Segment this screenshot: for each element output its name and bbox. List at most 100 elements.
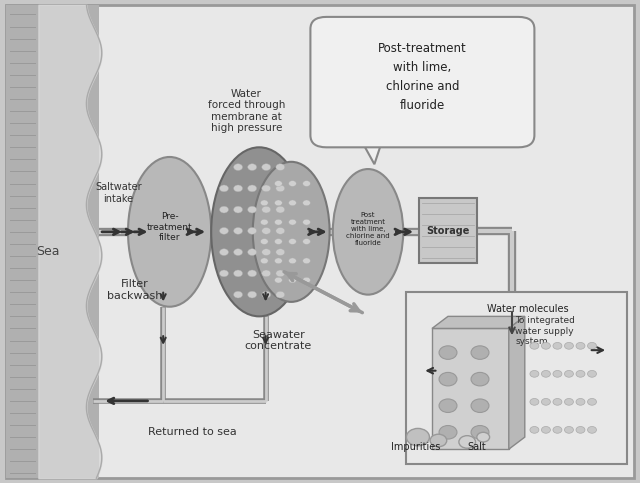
Circle shape	[576, 342, 585, 349]
Circle shape	[220, 206, 228, 213]
Circle shape	[439, 372, 457, 386]
Circle shape	[275, 219, 282, 225]
Circle shape	[275, 200, 282, 206]
Circle shape	[234, 206, 243, 213]
Circle shape	[564, 398, 573, 405]
Circle shape	[430, 434, 447, 447]
Circle shape	[262, 270, 271, 277]
Circle shape	[262, 291, 271, 298]
Circle shape	[588, 398, 596, 405]
Circle shape	[289, 219, 296, 225]
Circle shape	[220, 185, 228, 192]
Circle shape	[541, 426, 550, 433]
Text: Returned to sea: Returned to sea	[148, 427, 236, 437]
Circle shape	[262, 164, 271, 170]
Circle shape	[234, 164, 243, 170]
Circle shape	[248, 227, 257, 234]
Circle shape	[303, 181, 310, 186]
Circle shape	[439, 399, 457, 412]
Circle shape	[276, 270, 285, 277]
Circle shape	[275, 181, 282, 186]
Text: Storage: Storage	[426, 226, 470, 236]
Circle shape	[260, 200, 268, 206]
Text: Salt: Salt	[467, 441, 486, 452]
Circle shape	[220, 270, 228, 277]
Circle shape	[260, 239, 268, 244]
Circle shape	[276, 227, 285, 234]
Text: Water
forced through
membrane at
high pressure: Water forced through membrane at high pr…	[208, 89, 285, 133]
Text: Seawater
concentrate: Seawater concentrate	[244, 330, 312, 351]
Bar	[432, 328, 509, 449]
Circle shape	[471, 346, 489, 359]
Circle shape	[248, 164, 257, 170]
FancyBboxPatch shape	[310, 17, 534, 147]
Circle shape	[262, 249, 271, 256]
Circle shape	[530, 342, 539, 349]
FancyBboxPatch shape	[406, 292, 627, 464]
Circle shape	[530, 398, 539, 405]
Circle shape	[276, 249, 285, 256]
Circle shape	[303, 200, 310, 206]
Polygon shape	[358, 135, 384, 164]
Circle shape	[588, 370, 596, 377]
Circle shape	[248, 270, 257, 277]
Circle shape	[248, 185, 257, 192]
Polygon shape	[509, 316, 525, 449]
Circle shape	[220, 227, 228, 234]
Circle shape	[477, 432, 490, 442]
Circle shape	[576, 426, 585, 433]
Circle shape	[248, 291, 257, 298]
Ellipse shape	[211, 147, 307, 316]
Circle shape	[576, 398, 585, 405]
Circle shape	[471, 372, 489, 386]
Circle shape	[276, 164, 285, 170]
Circle shape	[234, 291, 243, 298]
Circle shape	[471, 426, 489, 439]
Circle shape	[289, 200, 296, 206]
Text: Water molecules: Water molecules	[487, 304, 569, 314]
Circle shape	[262, 185, 271, 192]
Circle shape	[588, 342, 596, 349]
Circle shape	[564, 342, 573, 349]
Circle shape	[289, 277, 296, 283]
Circle shape	[576, 370, 585, 377]
Circle shape	[459, 436, 476, 448]
Circle shape	[530, 426, 539, 433]
Circle shape	[530, 370, 539, 377]
Text: To integrated
water supply
system: To integrated water supply system	[515, 316, 575, 346]
Circle shape	[234, 249, 243, 256]
Circle shape	[303, 239, 310, 244]
Circle shape	[553, 398, 562, 405]
Circle shape	[276, 185, 285, 192]
Text: Filter
backwash: Filter backwash	[107, 279, 162, 300]
Text: Pre-
treatment
filter: Pre- treatment filter	[147, 212, 193, 242]
Text: Saltwater
intake: Saltwater intake	[95, 183, 141, 204]
Circle shape	[564, 426, 573, 433]
Circle shape	[275, 277, 282, 283]
Circle shape	[275, 258, 282, 264]
Circle shape	[303, 258, 310, 264]
Circle shape	[289, 239, 296, 244]
Circle shape	[234, 227, 243, 234]
Circle shape	[553, 426, 562, 433]
Text: Sea: Sea	[36, 245, 60, 257]
Circle shape	[406, 428, 429, 446]
Circle shape	[471, 399, 489, 412]
Circle shape	[588, 426, 596, 433]
Circle shape	[275, 239, 282, 244]
FancyBboxPatch shape	[419, 198, 477, 263]
Circle shape	[276, 291, 285, 298]
Circle shape	[439, 346, 457, 359]
Circle shape	[541, 398, 550, 405]
Text: Post
treatment
with lime,
chlorine and
fluoride: Post treatment with lime, chlorine and f…	[346, 213, 390, 246]
FancyBboxPatch shape	[6, 5, 634, 478]
Ellipse shape	[128, 157, 211, 307]
Circle shape	[289, 258, 296, 264]
Circle shape	[248, 249, 257, 256]
Circle shape	[553, 342, 562, 349]
Circle shape	[439, 426, 457, 439]
Polygon shape	[432, 316, 525, 328]
Circle shape	[234, 270, 243, 277]
Circle shape	[220, 249, 228, 256]
Ellipse shape	[333, 169, 403, 295]
